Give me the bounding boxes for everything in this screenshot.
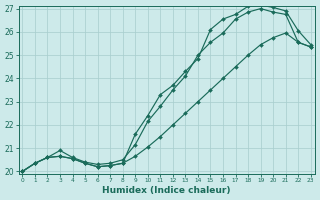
X-axis label: Humidex (Indice chaleur): Humidex (Indice chaleur) bbox=[102, 186, 231, 195]
